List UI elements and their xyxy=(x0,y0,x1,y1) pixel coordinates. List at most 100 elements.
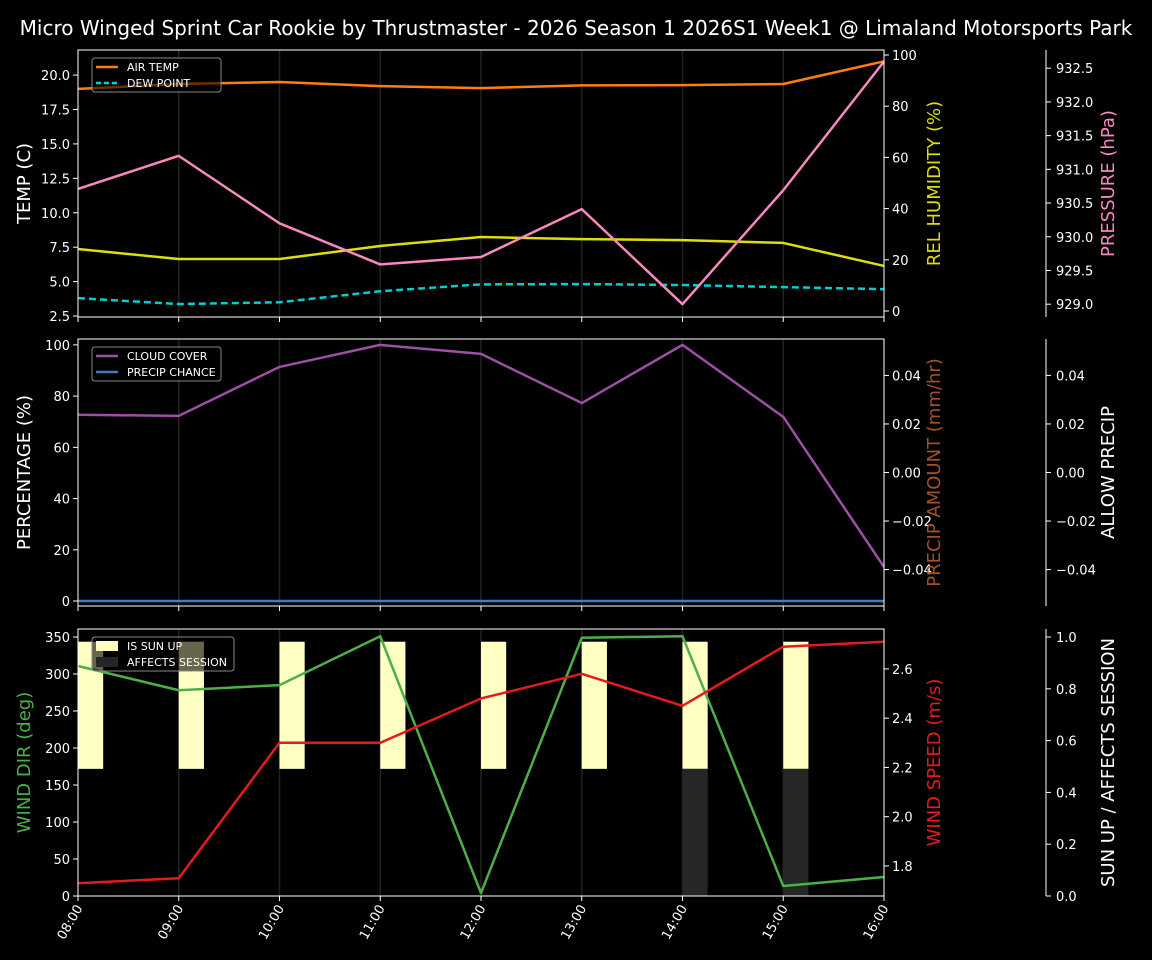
x-tick-label: 14:00 xyxy=(659,903,691,943)
sun-up-bar xyxy=(481,641,507,769)
y3-axis-label: PRESSURE (hPa) xyxy=(1098,110,1119,257)
y2-tick-label: 40 xyxy=(892,203,909,218)
y-tick-label: 12.5 xyxy=(41,172,70,187)
y2-tick-label: 1.8 xyxy=(892,860,913,875)
y2-tick-label: 100 xyxy=(892,49,917,64)
y2-tick-label: 2.4 xyxy=(892,712,913,727)
sun-up-bar xyxy=(581,641,607,769)
y3-tick-label: −0.04 xyxy=(1056,564,1096,579)
y-tick-label: 40 xyxy=(53,493,70,508)
y-axis-label: TEMP (C) xyxy=(14,143,35,225)
legend-label: CLOUD COVER xyxy=(127,350,208,363)
y-tick-label: 20 xyxy=(53,544,70,559)
affects-session-bar xyxy=(682,768,708,896)
y3-tick-label: 929.0 xyxy=(1056,298,1093,313)
y3-tick-label: 0.6 xyxy=(1056,735,1077,750)
y2-tick-label: 60 xyxy=(892,151,909,166)
y2-tick-label: 2.2 xyxy=(892,761,913,776)
y3-tick-label: −0.02 xyxy=(1056,515,1096,530)
wind-dir-line xyxy=(77,635,885,895)
y3-tick-label: 0.2 xyxy=(1056,838,1077,853)
legend-box xyxy=(91,346,222,382)
pressure-line xyxy=(77,60,885,306)
y-tick-label: 15.0 xyxy=(41,138,70,153)
dew-point-line xyxy=(77,282,885,306)
y3-tick-label: 932.0 xyxy=(1056,96,1093,111)
y-tick-label: 200 xyxy=(45,742,70,757)
x-tick-label: 11:00 xyxy=(357,903,389,943)
sun-up-bar xyxy=(682,641,708,769)
y-tick-label: 7.5 xyxy=(49,241,70,256)
y3-tick-label: 0.8 xyxy=(1056,683,1077,698)
x-tick-label: 08:00 xyxy=(55,903,87,943)
legend-label: AFFECTS SESSION xyxy=(127,656,227,669)
humidity-line xyxy=(77,235,885,268)
y3-tick-label: 930.0 xyxy=(1056,231,1093,246)
y3-tick-label: 0.4 xyxy=(1056,786,1077,801)
y-tick-label: 100 xyxy=(45,816,70,831)
legend-swatch xyxy=(96,657,118,667)
y2-tick-label: −0.02 xyxy=(892,515,932,530)
y-tick-label: 250 xyxy=(45,705,70,720)
legend-label: AIR TEMP xyxy=(127,61,179,74)
y2-tick-label: 0.00 xyxy=(892,467,921,482)
y3-tick-label: 0.0 xyxy=(1056,890,1077,905)
y2-axis-label: REL HUMIDITY (%) xyxy=(924,101,945,266)
legend-swatch xyxy=(96,641,118,651)
legend-label: PRECIP CHANCE xyxy=(127,366,216,379)
y2-tick-label: 0 xyxy=(892,305,900,320)
x-tick-label: 13:00 xyxy=(558,903,590,943)
x-tick-label: 16:00 xyxy=(861,903,893,943)
y-tick-label: 17.5 xyxy=(41,103,70,118)
y3-axis-label: ALLOW PRECIP xyxy=(1098,406,1119,539)
y3-tick-label: 932.5 xyxy=(1056,62,1093,77)
y3-tick-label: 0.04 xyxy=(1056,369,1085,384)
y3-tick-label: 929.5 xyxy=(1056,264,1093,279)
y-tick-label: 60 xyxy=(53,441,70,456)
y-tick-label: 5.0 xyxy=(49,276,70,291)
y3-tick-label: 931.0 xyxy=(1056,163,1093,178)
affects-session-bar xyxy=(783,768,809,896)
y-tick-label: 0 xyxy=(62,890,70,905)
y2-tick-label: 20 xyxy=(892,254,909,269)
legend-box xyxy=(91,636,235,672)
sun-up-bar xyxy=(279,641,305,769)
y-tick-label: 80 xyxy=(53,390,70,405)
y2-tick-label: −0.04 xyxy=(892,564,932,579)
chart-title: Micro Winged Sprint Car Rookie by Thrust… xyxy=(20,16,1133,40)
y-tick-label: 20.0 xyxy=(41,69,70,84)
y3-tick-label: 931.5 xyxy=(1056,130,1093,145)
y-tick-label: 150 xyxy=(45,779,70,794)
wind-speed-line xyxy=(77,640,885,885)
y2-tick-label: 2.6 xyxy=(892,663,913,678)
y3-axis-label: SUN UP / AFFECTS SESSION xyxy=(1098,638,1119,887)
y-tick-label: 300 xyxy=(45,668,70,683)
cloud-cover-line xyxy=(77,343,886,568)
y2-tick-label: 2.0 xyxy=(892,811,913,826)
y2-tick-label: 80 xyxy=(892,100,909,115)
legend-label: DEW POINT xyxy=(127,77,191,90)
y2-axis-label: PRECIP AMOUNT (mm/hr) xyxy=(924,358,945,587)
y-axis-label: PERCENTAGE (%) xyxy=(14,395,35,550)
y-axis-label: WIND DIR (deg) xyxy=(14,692,35,834)
y2-tick-label: 0.02 xyxy=(892,418,921,433)
y3-tick-label: 930.5 xyxy=(1056,197,1093,212)
sun-up-bar xyxy=(783,641,809,769)
x-tick-label: 15:00 xyxy=(760,903,792,943)
sun-up-bar xyxy=(380,641,406,769)
y-tick-label: 50 xyxy=(53,853,70,868)
y-tick-label: 0 xyxy=(62,595,70,610)
legend-box xyxy=(91,57,222,93)
y-tick-label: 350 xyxy=(45,631,70,646)
x-tick-label: 10:00 xyxy=(256,903,288,943)
y2-tick-label: 0.04 xyxy=(892,369,921,384)
y-tick-label: 100 xyxy=(45,339,70,354)
y3-tick-label: 1.0 xyxy=(1056,631,1077,646)
y3-tick-label: 0.00 xyxy=(1056,467,1085,482)
y-tick-label: 2.5 xyxy=(49,310,70,325)
y2-axis-label: WIND SPEED (m/s) xyxy=(924,679,945,847)
x-tick-label: 12:00 xyxy=(458,903,490,943)
x-tick-label: 09:00 xyxy=(155,903,187,943)
legend-label: IS SUN UP xyxy=(127,640,183,653)
